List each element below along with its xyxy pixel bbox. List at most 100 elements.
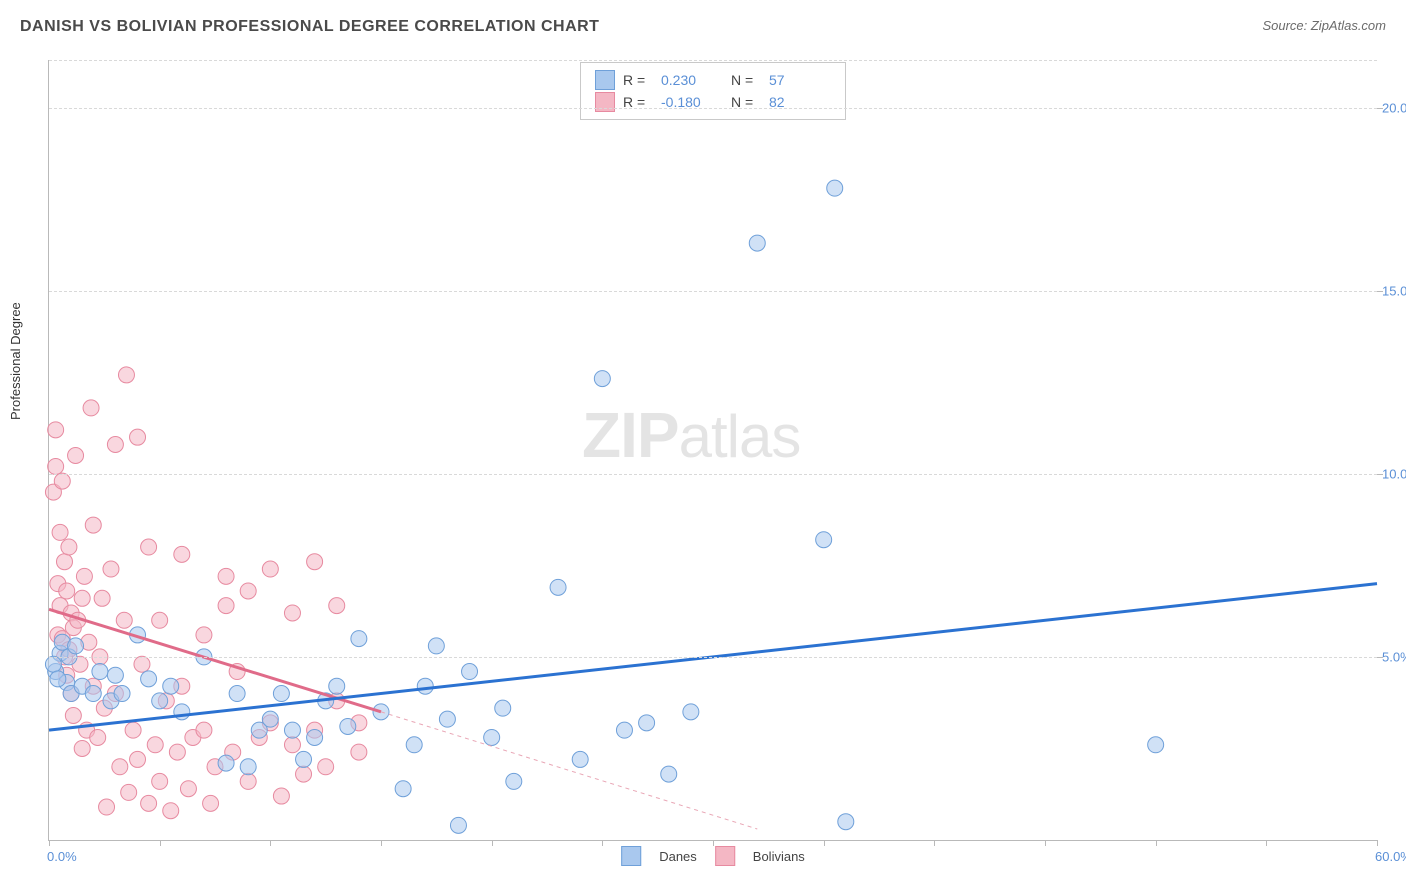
point-bolivian [240,773,256,789]
chart-plot-area: ZIPatlas R = 0.230 N = 57 R = -0.180 N =… [48,60,1377,841]
point-bolivian [174,546,190,562]
gridline [49,291,1377,292]
point-dane [749,235,765,251]
x-tick-mark [492,840,493,846]
point-bolivian [99,799,115,815]
point-dane [163,678,179,694]
point-bolivian [329,598,345,614]
point-dane [229,686,245,702]
correlation-legend: R = 0.230 N = 57 R = -0.180 N = 82 [580,62,846,120]
legend-row-bolivians: R = -0.180 N = 82 [595,91,831,113]
point-dane [572,751,588,767]
point-bolivian [54,473,70,489]
point-bolivian [169,744,185,760]
point-dane [462,664,478,680]
point-dane [262,711,278,727]
legend-bolivians-label: Bolivians [753,849,805,864]
point-bolivian [196,627,212,643]
bolivians-swatch-bottom [715,846,735,866]
point-bolivian [74,740,90,756]
danes-swatch-bottom [621,846,641,866]
x-tick-mark [602,840,603,846]
point-bolivian [85,517,101,533]
point-bolivian [152,773,168,789]
x-tick-label: 0.0% [47,849,77,864]
x-tick-mark [934,840,935,846]
point-bolivian [163,803,179,819]
point-dane [85,686,101,702]
y-tick-mark [1377,291,1383,292]
point-dane [240,759,256,775]
point-bolivian [83,400,99,416]
point-dane [838,814,854,830]
point-bolivian [147,737,163,753]
point-dane [68,638,84,654]
point-bolivian [65,707,81,723]
x-tick-mark [49,840,50,846]
point-bolivian [152,612,168,628]
point-bolivian [48,458,64,474]
point-bolivian [107,437,123,453]
point-bolivian [318,759,334,775]
y-tick-mark [1377,108,1383,109]
point-dane [340,718,356,734]
point-bolivian [90,729,106,745]
bolivians-swatch [595,92,615,112]
point-bolivian [351,744,367,760]
point-bolivian [134,656,150,672]
x-tick-mark [1377,840,1378,846]
point-bolivian [61,539,77,555]
point-bolivian [196,722,212,738]
point-dane [114,686,130,702]
point-dane [92,664,108,680]
x-tick-label: 60.0% [1375,849,1406,864]
point-dane [428,638,444,654]
y-tick-mark [1377,657,1383,658]
point-dane [296,751,312,767]
point-dane [683,704,699,720]
point-dane [439,711,455,727]
x-tick-mark [160,840,161,846]
x-tick-mark [1266,840,1267,846]
point-bolivian [273,788,289,804]
point-bolivian [284,605,300,621]
point-bolivian [116,612,132,628]
trend-line [381,712,757,829]
point-dane [45,656,61,672]
point-dane [307,729,323,745]
point-bolivian [284,737,300,753]
point-bolivian [130,429,146,445]
point-bolivian [59,583,75,599]
point-bolivian [307,554,323,570]
point-dane [594,371,610,387]
point-dane [107,667,123,683]
point-bolivian [52,524,68,540]
point-bolivian [218,568,234,584]
gridline [49,474,1377,475]
x-tick-mark [270,840,271,846]
gridline [49,108,1377,109]
point-bolivian [118,367,134,383]
source-credit: Source: ZipAtlas.com [1262,18,1386,33]
x-tick-mark [713,840,714,846]
point-dane [329,678,345,694]
point-dane [661,766,677,782]
point-bolivian [240,583,256,599]
point-bolivian [94,590,110,606]
y-tick-label: 5.0% [1382,649,1406,664]
point-bolivian [141,539,157,555]
point-dane [417,678,433,694]
point-bolivian [68,447,84,463]
point-bolivian [74,590,90,606]
x-tick-mark [824,840,825,846]
point-bolivian [76,568,92,584]
point-dane [1148,737,1164,753]
y-tick-label: 10.0% [1382,466,1406,481]
point-dane [273,686,289,702]
point-dane [827,180,843,196]
chart-title: DANISH VS BOLIVIAN PROFESSIONAL DEGREE C… [20,18,599,35]
y-tick-mark [1377,474,1383,475]
series-legend: Danes Bolivians [621,846,805,866]
y-tick-label: 15.0% [1382,283,1406,298]
point-dane [218,755,234,771]
